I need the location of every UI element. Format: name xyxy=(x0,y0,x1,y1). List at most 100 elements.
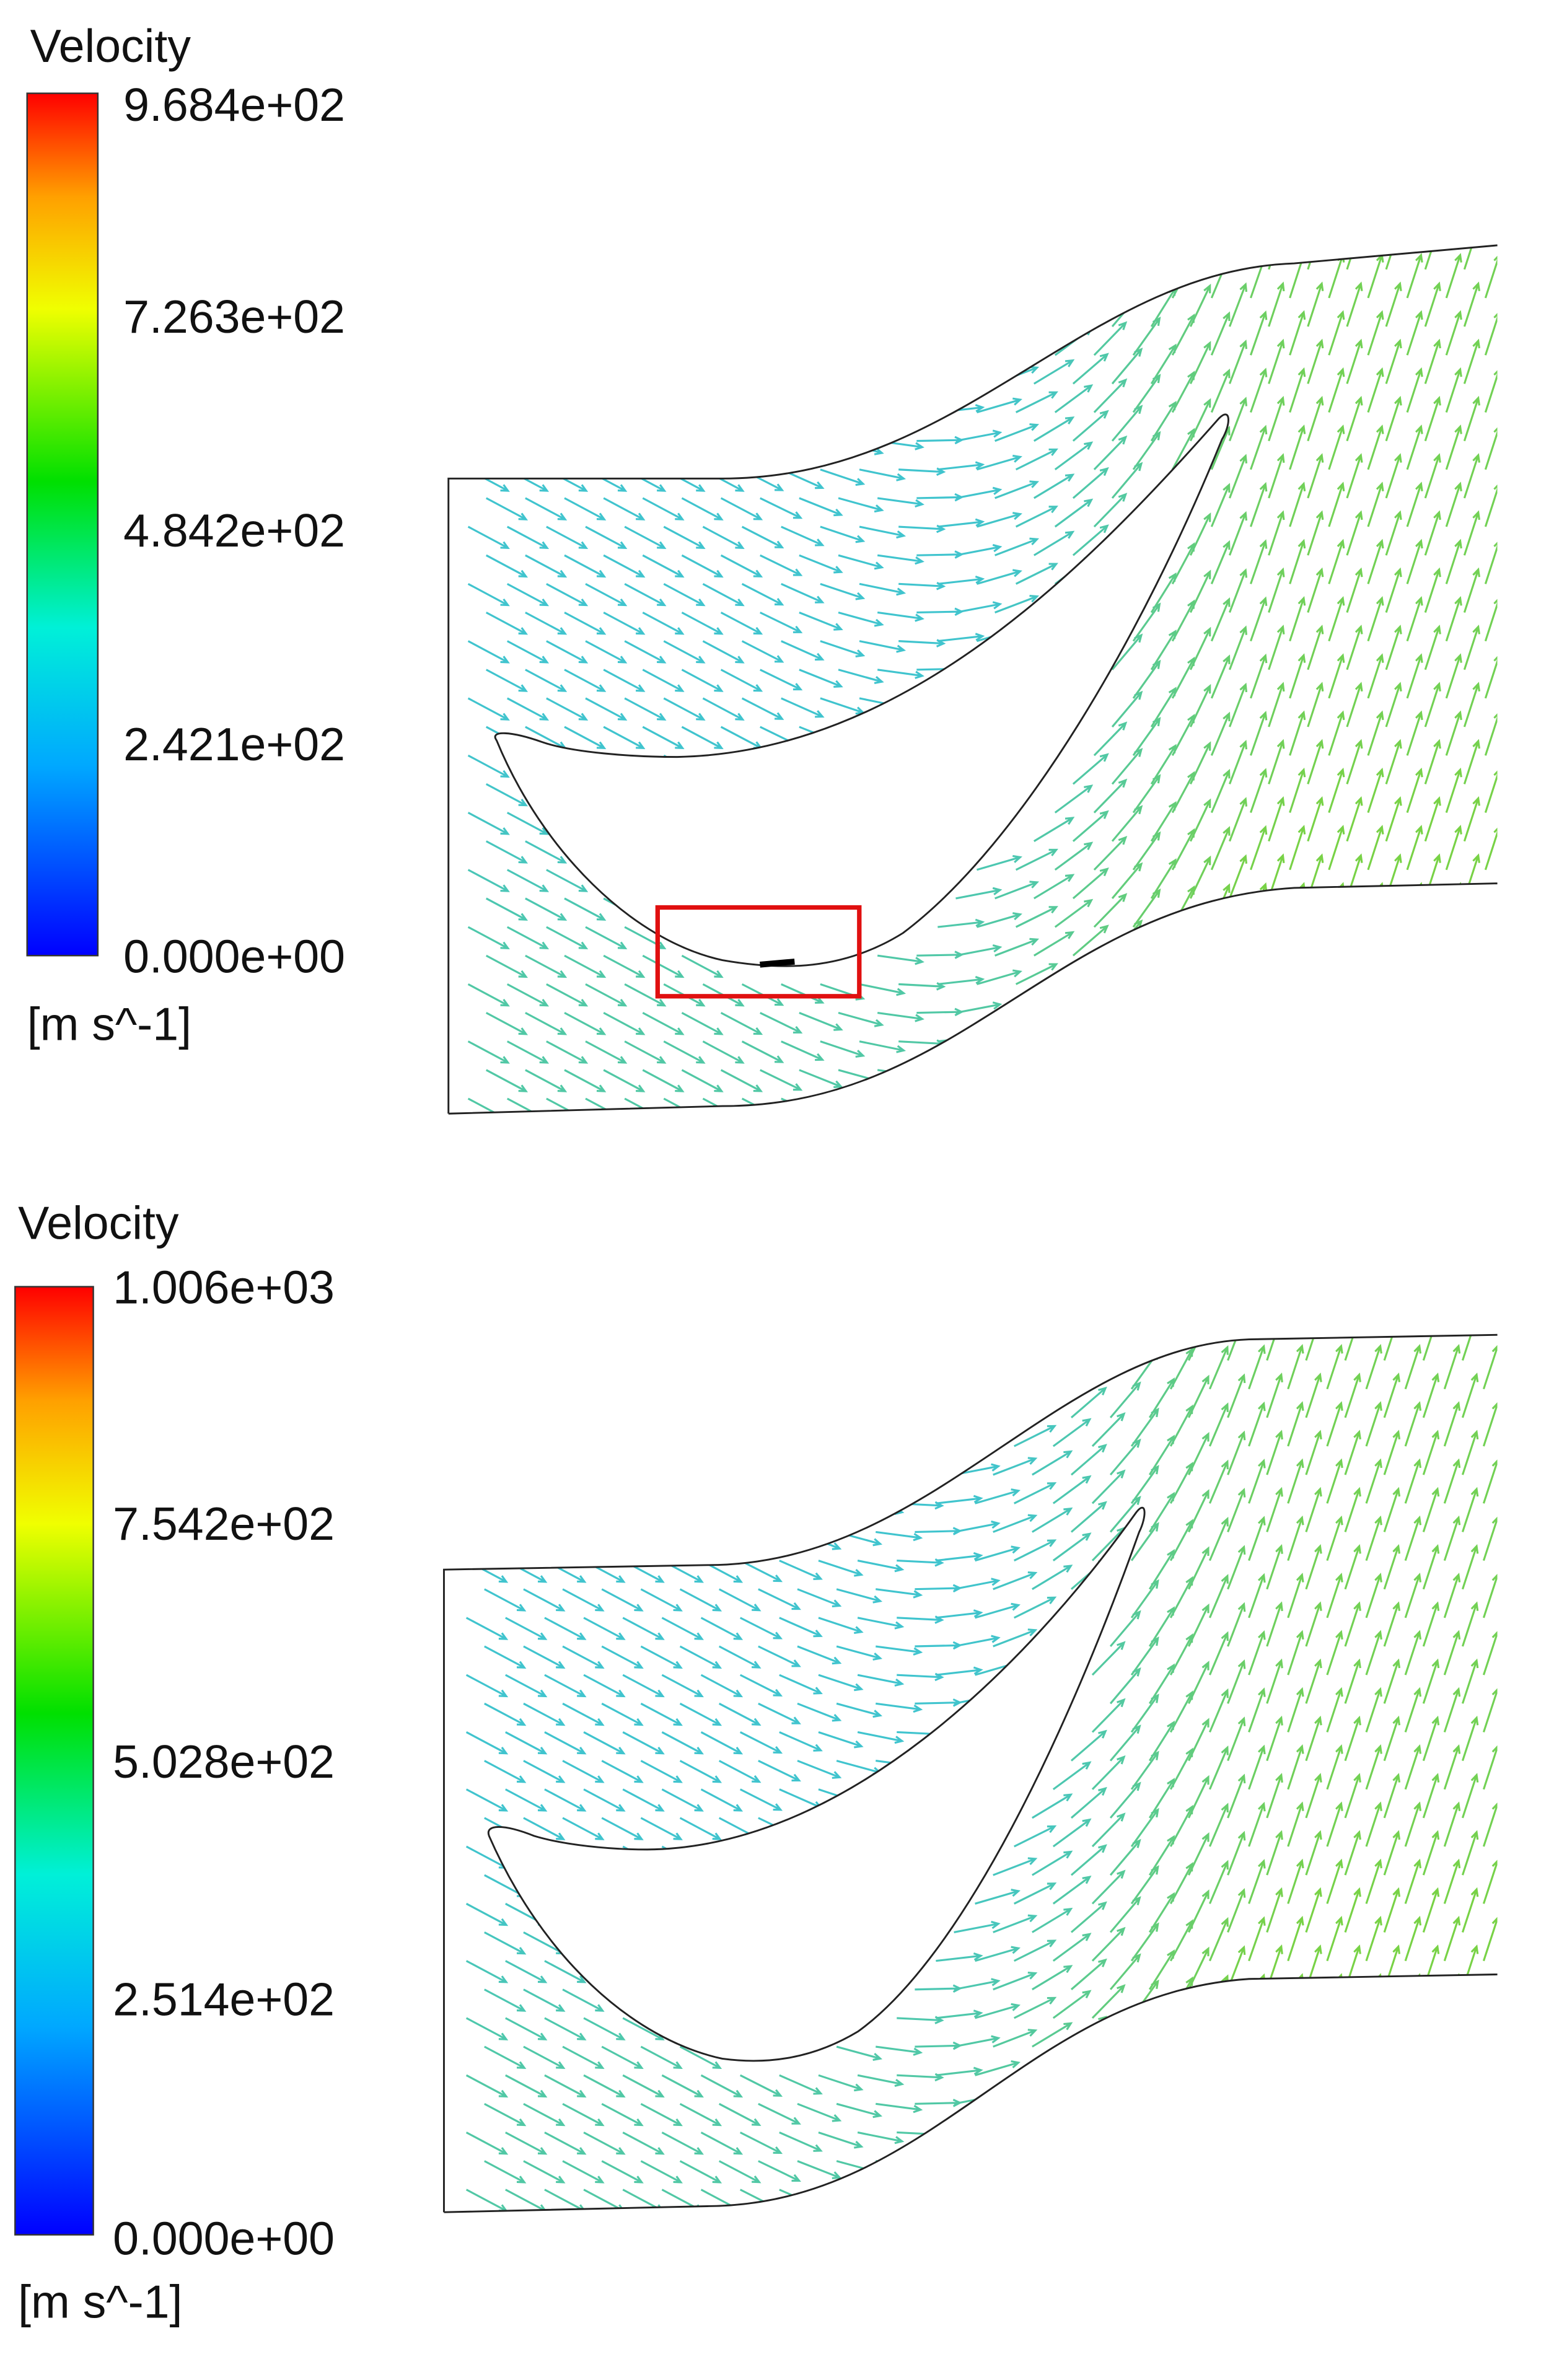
velocity-vector xyxy=(857,2131,905,2145)
velocity-vector xyxy=(1305,1887,1322,1933)
velocity-vector xyxy=(820,354,866,372)
velocity-vector xyxy=(720,325,763,349)
velocity-vector xyxy=(739,1335,783,1354)
velocity-vector xyxy=(1015,1020,1058,1043)
colorbar-tick-label: 9.684e+02 xyxy=(123,79,345,131)
velocity-vector xyxy=(1266,1773,1283,1819)
velocity-vector xyxy=(975,1889,1021,1905)
velocity-vector xyxy=(915,1527,962,1535)
velocity-vector xyxy=(1188,2003,1210,2047)
velocity-vector xyxy=(467,640,510,664)
velocity-vector xyxy=(1287,1801,1304,1847)
velocity-vector xyxy=(1367,595,1384,642)
velocity-vector xyxy=(1015,391,1058,413)
velocity-vector xyxy=(1424,682,1441,727)
velocity-vector xyxy=(585,468,628,492)
velocity-vector xyxy=(1461,1335,1479,1361)
velocity-vector xyxy=(1250,825,1268,871)
velocity-vector xyxy=(1189,970,1211,1014)
velocity-vector xyxy=(1250,481,1268,527)
velocity-vector xyxy=(1171,999,1195,1042)
velocity-vector xyxy=(465,1560,509,1583)
velocity-vector xyxy=(781,525,825,547)
velocity-vector xyxy=(1346,338,1363,384)
velocity-vector xyxy=(1307,567,1324,613)
velocity-vector xyxy=(836,1702,883,1718)
velocity-vector xyxy=(1052,2161,1092,2191)
velocity-vector xyxy=(1482,1858,1498,1904)
velocity-vector xyxy=(1383,1658,1401,1704)
velocity-vector xyxy=(1032,1507,1073,1533)
velocity-vector xyxy=(1032,1850,1073,1876)
legend-title: Velocity xyxy=(30,20,191,72)
velocity-vector xyxy=(1422,1944,1440,1990)
velocity-vector xyxy=(1130,1465,1159,1504)
velocity-vector xyxy=(1072,981,1109,1014)
velocity-vector xyxy=(1250,367,1268,413)
velocity-vector xyxy=(1250,424,1268,470)
velocity-vector xyxy=(663,411,706,435)
velocity-vector xyxy=(1111,462,1143,499)
velocity-vector xyxy=(1367,767,1384,813)
velocity-vector xyxy=(505,1560,548,1583)
velocity-vector xyxy=(1248,1630,1266,1675)
velocity-vector xyxy=(975,1946,1021,1962)
velocity-vector xyxy=(1367,710,1384,756)
velocity-vector xyxy=(523,2160,566,2184)
velocity-vector xyxy=(640,1817,683,1840)
velocity-vector xyxy=(781,411,825,432)
velocity-vector xyxy=(1424,338,1441,384)
velocity-vector xyxy=(857,1617,905,1630)
velocity-vector xyxy=(465,2132,509,2155)
velocity-vector xyxy=(702,697,745,721)
velocity-vector xyxy=(1328,939,1345,985)
velocity-vector xyxy=(1346,453,1363,499)
velocity-vector xyxy=(1290,198,1305,240)
velocity-vector xyxy=(916,607,964,617)
velocity-vector xyxy=(1289,939,1306,985)
velocity-vector xyxy=(546,525,589,549)
velocity-vector xyxy=(936,1666,983,1676)
velocity-vector xyxy=(640,1702,683,1726)
velocity-vector xyxy=(1289,882,1306,928)
velocity-vector xyxy=(1287,1687,1304,1732)
velocity-vector xyxy=(1171,942,1195,985)
velocity-vector xyxy=(1070,1729,1107,1762)
velocity-vector xyxy=(564,726,607,750)
velocity-vector xyxy=(1346,967,1363,1014)
velocity-vector xyxy=(897,1672,944,1682)
velocity-vector xyxy=(1383,1773,1401,1819)
velocity-vector xyxy=(1443,1858,1461,1904)
velocity-vector xyxy=(1443,1687,1461,1732)
velocity-vector xyxy=(1289,310,1306,356)
velocity-vector xyxy=(838,382,884,398)
velocity-vector xyxy=(1365,1744,1382,1790)
velocity-vector xyxy=(838,611,884,627)
velocity-vector xyxy=(700,1617,744,1640)
velocity-vector xyxy=(1227,1659,1246,1704)
velocity-vector xyxy=(1132,374,1161,413)
velocity-vector xyxy=(1326,2145,1343,2190)
velocity-vector xyxy=(1307,910,1324,956)
velocity-vector xyxy=(741,640,784,663)
velocity-vector xyxy=(820,1097,866,1114)
velocity-vector xyxy=(1344,1887,1361,1933)
velocity-vector xyxy=(1424,510,1441,556)
velocity-vector xyxy=(720,1012,763,1035)
velocity-vector xyxy=(562,2045,605,2069)
velocity-vector xyxy=(955,887,1003,900)
velocity-vector xyxy=(1268,510,1285,556)
velocity-vector xyxy=(720,1069,763,1092)
velocity-vector xyxy=(484,1645,527,1669)
velocity-vector xyxy=(525,669,568,692)
velocity-vector xyxy=(1461,2173,1479,2213)
velocity-vector xyxy=(1227,1888,1246,1933)
velocity-vector xyxy=(523,2045,566,2069)
velocity-vector xyxy=(1148,2178,1175,2213)
velocity-vector xyxy=(546,983,589,1007)
velocity-vector xyxy=(1052,1818,1092,1848)
velocity-vector xyxy=(718,1702,762,1726)
velocity-vector xyxy=(546,1040,589,1064)
velocity-vector xyxy=(719,2218,760,2239)
velocity-vector xyxy=(506,697,550,721)
